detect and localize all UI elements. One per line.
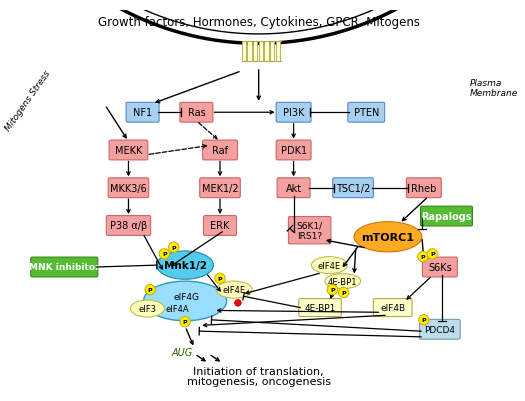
FancyBboxPatch shape xyxy=(333,178,373,198)
Ellipse shape xyxy=(216,282,252,298)
FancyBboxPatch shape xyxy=(203,141,237,160)
Circle shape xyxy=(418,315,429,325)
Ellipse shape xyxy=(143,282,227,321)
Text: PTEN: PTEN xyxy=(353,108,379,118)
Text: NF1: NF1 xyxy=(133,108,152,118)
Bar xyxy=(270,41,274,62)
Text: 4E-BP1: 4E-BP1 xyxy=(328,277,358,286)
Text: P: P xyxy=(421,255,425,259)
FancyBboxPatch shape xyxy=(109,141,148,160)
Text: mTORC1: mTORC1 xyxy=(362,232,414,242)
Text: Membrane: Membrane xyxy=(470,89,518,98)
Bar xyxy=(242,41,246,62)
FancyBboxPatch shape xyxy=(277,178,310,198)
Text: MEK1/2: MEK1/2 xyxy=(202,183,238,193)
Text: MNK inhibitor: MNK inhibitor xyxy=(29,263,100,272)
Circle shape xyxy=(169,242,179,253)
Text: PDK1: PDK1 xyxy=(280,146,307,156)
Bar xyxy=(265,41,269,62)
FancyBboxPatch shape xyxy=(204,216,237,236)
FancyBboxPatch shape xyxy=(299,299,341,317)
Text: P: P xyxy=(162,252,166,257)
Text: Raf: Raf xyxy=(212,146,228,156)
FancyBboxPatch shape xyxy=(180,103,213,123)
Circle shape xyxy=(327,285,338,295)
FancyBboxPatch shape xyxy=(348,103,385,123)
Circle shape xyxy=(418,252,428,262)
Text: eIF3: eIF3 xyxy=(139,304,156,313)
Text: Ras: Ras xyxy=(187,108,205,118)
Text: P38 α/β: P38 α/β xyxy=(110,221,147,231)
Circle shape xyxy=(145,285,155,295)
Text: S6K1/
IRS1?: S6K1/ IRS1? xyxy=(297,221,323,240)
Text: P: P xyxy=(148,288,152,292)
Text: eIF4G: eIF4G xyxy=(174,292,200,301)
Bar xyxy=(259,41,263,62)
Circle shape xyxy=(180,317,190,327)
FancyBboxPatch shape xyxy=(423,257,457,277)
Ellipse shape xyxy=(325,274,361,289)
Circle shape xyxy=(215,273,225,284)
Text: eIF4E: eIF4E xyxy=(318,261,341,270)
Circle shape xyxy=(235,300,242,306)
FancyBboxPatch shape xyxy=(200,178,240,198)
Circle shape xyxy=(427,249,437,259)
FancyBboxPatch shape xyxy=(406,178,442,198)
FancyBboxPatch shape xyxy=(31,257,98,277)
Ellipse shape xyxy=(157,251,213,279)
Text: P: P xyxy=(422,318,426,322)
Ellipse shape xyxy=(311,257,348,274)
Text: 4E-BP1: 4E-BP1 xyxy=(304,303,335,312)
Text: P: P xyxy=(341,290,346,295)
Text: PDCD4: PDCD4 xyxy=(424,325,455,334)
Text: P: P xyxy=(330,288,334,292)
Text: Rapalogs: Rapalogs xyxy=(421,211,472,221)
Text: eIF4A: eIF4A xyxy=(166,304,190,313)
FancyBboxPatch shape xyxy=(276,103,311,123)
Text: P: P xyxy=(183,320,187,324)
Bar xyxy=(276,41,280,62)
Text: eIF4B: eIF4B xyxy=(380,303,405,312)
Text: AUG: AUG xyxy=(172,347,193,357)
Bar xyxy=(253,41,257,62)
Text: Mnk1/2: Mnk1/2 xyxy=(164,261,207,270)
Text: Rheb: Rheb xyxy=(411,183,436,193)
Text: eIF4E: eIF4E xyxy=(223,286,246,294)
Text: S6Ks: S6Ks xyxy=(428,262,452,272)
Ellipse shape xyxy=(354,222,422,252)
Text: Mitogens Stress: Mitogens Stress xyxy=(3,69,52,133)
Text: P: P xyxy=(172,245,176,250)
Text: Initiation of translation,: Initiation of translation, xyxy=(193,366,324,376)
FancyBboxPatch shape xyxy=(126,103,159,123)
Text: P: P xyxy=(430,252,435,257)
Text: MEKK: MEKK xyxy=(115,146,142,156)
Text: TSC1/2: TSC1/2 xyxy=(336,183,370,193)
FancyBboxPatch shape xyxy=(276,141,311,160)
Bar xyxy=(247,41,251,62)
Text: Akt: Akt xyxy=(286,183,302,193)
FancyBboxPatch shape xyxy=(288,217,331,244)
FancyBboxPatch shape xyxy=(108,178,149,198)
Ellipse shape xyxy=(130,300,164,317)
Text: Plasma: Plasma xyxy=(470,79,502,88)
FancyBboxPatch shape xyxy=(373,299,412,317)
FancyBboxPatch shape xyxy=(106,216,151,236)
Text: ERK: ERK xyxy=(211,221,230,231)
Text: MKK3/6: MKK3/6 xyxy=(110,183,147,193)
Circle shape xyxy=(339,288,349,298)
FancyBboxPatch shape xyxy=(421,207,472,227)
FancyBboxPatch shape xyxy=(419,320,460,339)
Text: P: P xyxy=(218,276,222,281)
Text: mitogenesis, oncogenesis: mitogenesis, oncogenesis xyxy=(186,376,331,386)
Text: PI3K: PI3K xyxy=(283,108,304,118)
Text: Growth factors, Hormones, Cytokines, GPCR, Mitogens: Growth factors, Hormones, Cytokines, GPC… xyxy=(98,16,419,29)
Circle shape xyxy=(159,249,170,259)
